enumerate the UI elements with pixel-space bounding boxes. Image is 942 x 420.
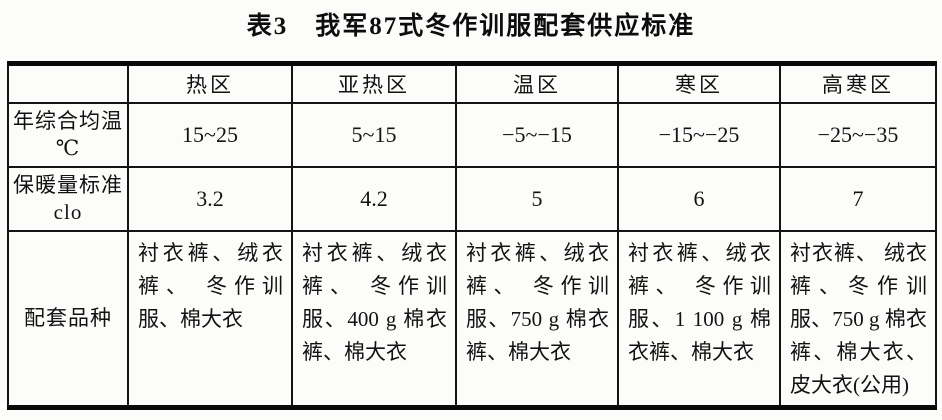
column-header-cold-zone: 寒区 [617,62,781,104]
row-label-supplied-items: 配套品种 [7,230,129,408]
temperature-value-high-cold: −25~−35 [779,102,937,168]
column-header-temperate-zone: 温区 [455,62,619,104]
annual-mean-temperature-row: 年综合均温 ℃ 15~25 5~15 −5~−15 −15~−25 −25~−3… [7,102,937,168]
clo-value-subtropical: 4.2 [291,166,457,232]
items-high-cold-zone: 衬衣裤、 绒衣裤、冬作训服、750 g 棉衣裤、棉大衣、 皮大衣(公用) [779,230,937,408]
clo-value-temperate: 5 [455,166,619,232]
row-label-unit: clo [53,200,83,224]
items-subtropical-zone: 衬衣裤、绒衣裤、 冬作训服、400 g 棉衣裤、棉大衣 [291,230,457,408]
clo-value-high-cold: 7 [779,166,937,232]
temperature-value-cold: −15~−25 [617,102,781,168]
row-label-text: 配套品种 [24,305,112,330]
supplied-items-row: 配套品种 衬衣裤、绒衣裤、 冬作训服、棉大衣 衬衣裤、绒衣裤、 冬作训服、400… [7,230,937,408]
column-header-hot-zone: 热区 [127,62,293,104]
items-temperate-zone: 衬衣裤、绒衣裤、 冬作训服、750 g 棉衣裤、棉大衣 [455,230,619,408]
supply-standard-table: 热区 亚热区 温区 寒区 高寒区 年综合均温 ℃ 15~25 5~15 −5~−… [7,61,937,410]
insulation-standard-row: 保暖量标准 clo 3.2 4.2 5 6 7 [7,166,937,232]
header-row: 热区 亚热区 温区 寒区 高寒区 [7,62,937,104]
temperature-value-subtropical: 5~15 [291,102,457,168]
row-label-text: 年综合均温 [13,109,123,133]
row-label-unit: ℃ [55,136,81,160]
column-header-high-cold-zone: 高寒区 [779,62,937,104]
row-label-text: 保暖量标准 [13,173,123,197]
table-title: 表3 我军87式冬作训服配套供应标准 [246,13,696,40]
row-label-insulation-standard: 保暖量标准 clo [7,166,129,232]
temperature-value-hot: 15~25 [127,102,293,168]
clo-value-cold: 6 [617,166,781,232]
temperature-value-temperate: −5~−15 [455,102,619,168]
items-cold-zone: 衬衣裤、绒衣裤、 冬作训服、1 100 g 棉衣裤、棉大衣 [617,230,781,408]
column-header-subtropical-zone: 亚热区 [291,62,457,104]
corner-cell [7,62,129,104]
row-label-annual-mean-temperature: 年综合均温 ℃ [7,102,129,168]
items-hot-zone: 衬衣裤、绒衣裤、 冬作训服、棉大衣 [127,230,293,408]
clo-value-hot: 3.2 [127,166,293,232]
